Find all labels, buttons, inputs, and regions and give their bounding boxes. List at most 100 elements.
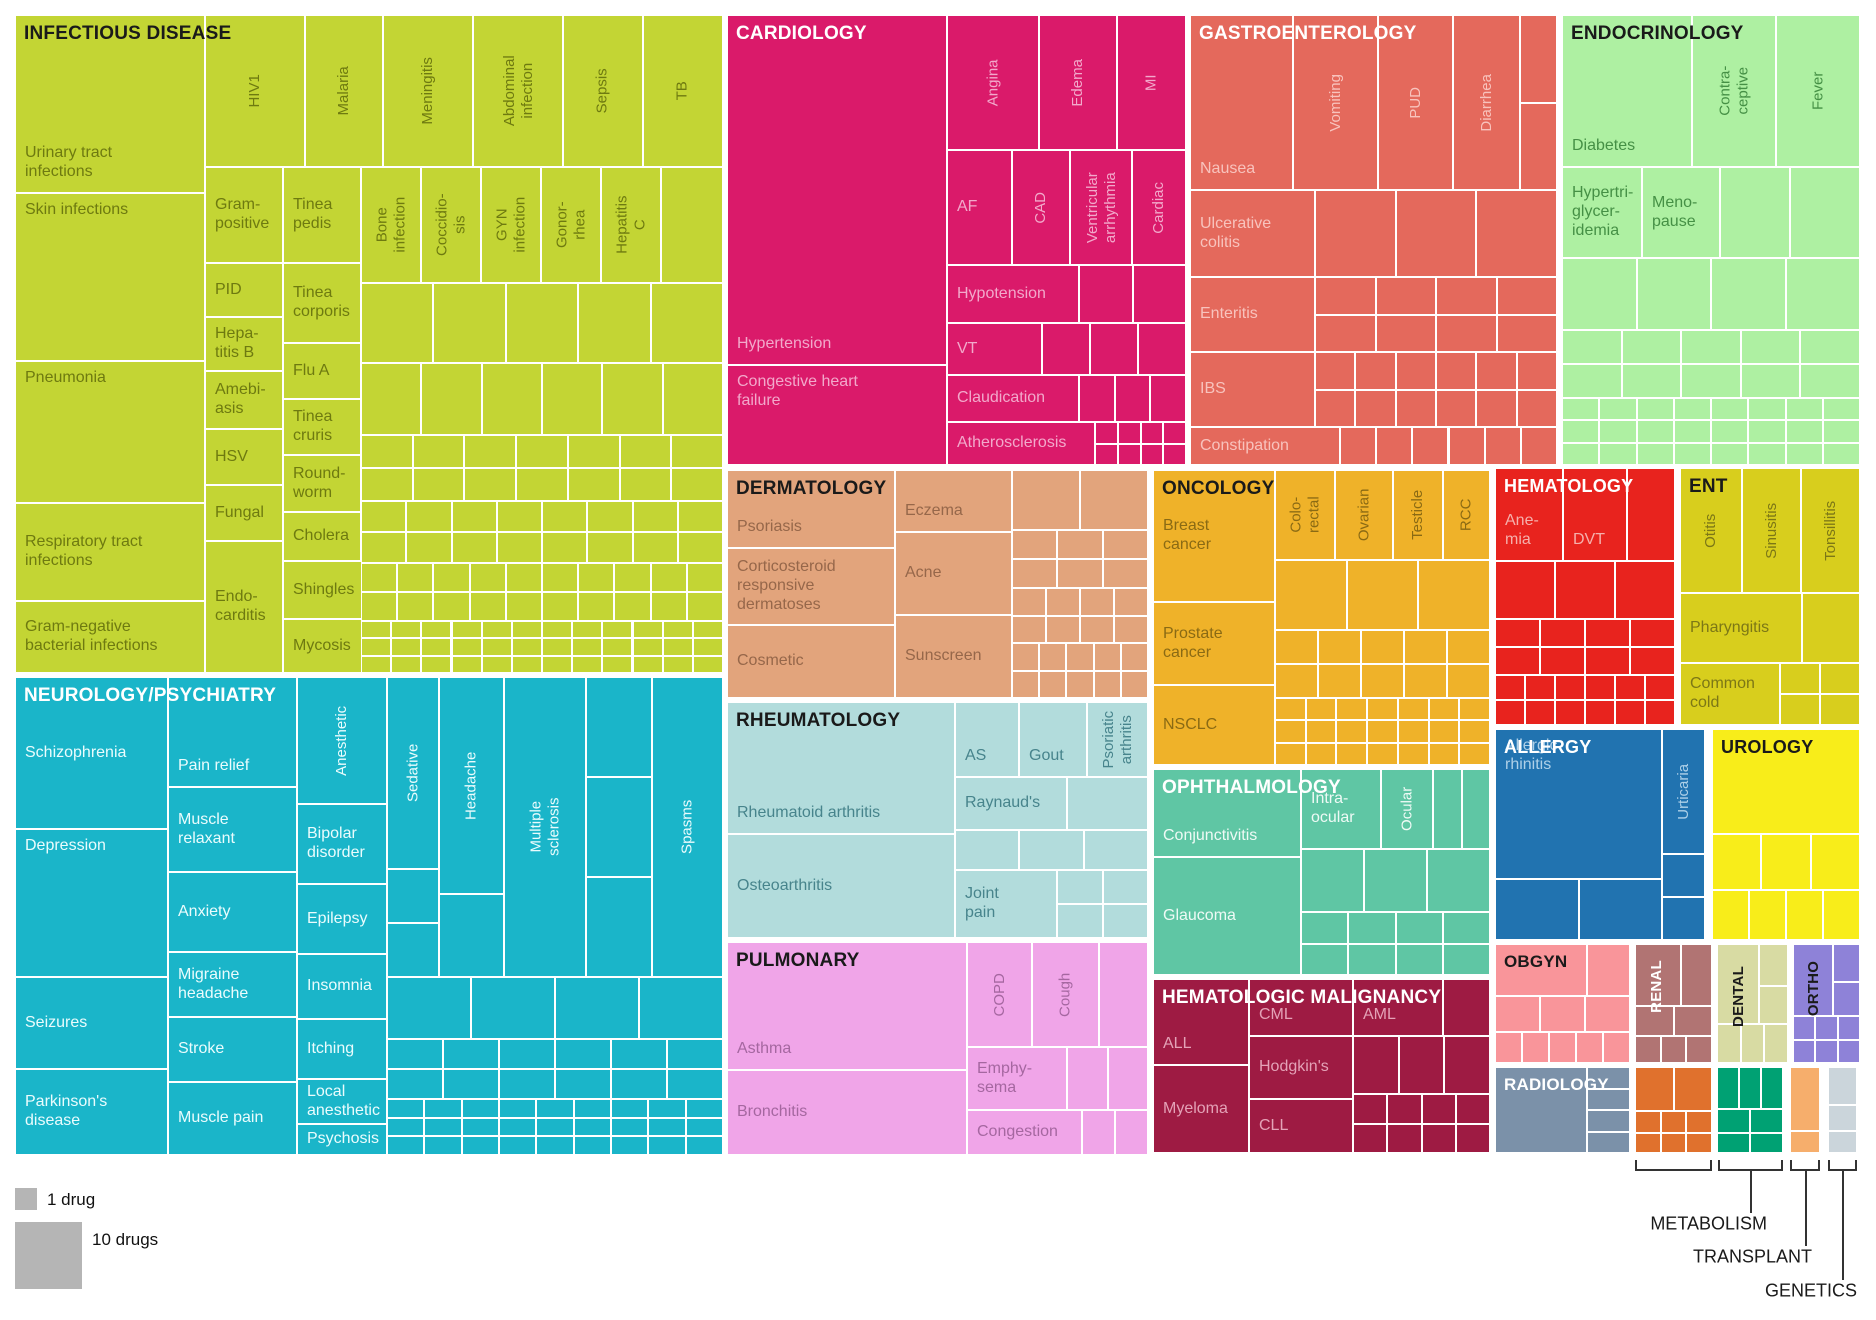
- cell-blank: [671, 468, 723, 501]
- cell-blank: [1780, 694, 1820, 725]
- cell-blank: [1585, 700, 1615, 725]
- cell-label: CLL: [1259, 1116, 1289, 1134]
- cell-blank: [650, 563, 687, 592]
- section-title-hematologic-malignancy: HEMATOLOGIC MALIGNANCY: [1162, 987, 1442, 1008]
- cell-blank: [692, 655, 723, 673]
- cell-blank: [1336, 742, 1368, 765]
- cell-blank: [1353, 1123, 1388, 1153]
- cell-blank: [1635, 1036, 1661, 1063]
- cell-label: MI: [1142, 74, 1160, 91]
- cell-blank: [1828, 1131, 1857, 1153]
- cell-enteritis: Enteritis: [1190, 277, 1315, 352]
- cell-copd: COPD: [967, 942, 1032, 1047]
- cell-blank: [1039, 643, 1067, 671]
- cell-blank: [1080, 588, 1114, 616]
- cell-blank: [1793, 944, 1833, 1016]
- cell-label: Diabetes: [1572, 137, 1636, 155]
- cell-blank: [1785, 398, 1823, 421]
- cell-label: Intra- ocular: [1311, 790, 1355, 826]
- cell-blank: [391, 621, 422, 639]
- cell-blank: [499, 1039, 555, 1069]
- cell-blank: [1395, 352, 1436, 390]
- cell-blank: [611, 1069, 667, 1099]
- cell-blank: [1790, 1067, 1820, 1131]
- cell-blank: [1785, 442, 1823, 465]
- cell-label: DVT: [1573, 531, 1605, 549]
- cell-blank: [1057, 530, 1103, 559]
- annotation-genetics: GENETICS: [1764, 1280, 1857, 1301]
- cell-parkinson-s-disease: Parkinson's disease: [15, 1069, 168, 1155]
- cell-label: Tonsillitis: [1821, 500, 1839, 561]
- cell-label: Claudication: [957, 389, 1046, 407]
- cell-blank: [1823, 890, 1860, 940]
- cell-atherosclerosis: Atherosclerosis: [947, 422, 1095, 465]
- annotation-bracket: [1790, 1160, 1820, 1171]
- cell-blank: [692, 621, 723, 639]
- cell-pneumonia: Pneumonia: [15, 361, 205, 503]
- cell-blank: [1318, 630, 1361, 664]
- cell-blank: [602, 621, 633, 639]
- cell-label: Atherosclerosis: [957, 434, 1067, 452]
- cell-blank: [1102, 559, 1148, 588]
- cell-epilepsy: Epilepsy: [297, 884, 387, 954]
- cell-blank: [536, 1136, 574, 1155]
- cell-blank: [361, 592, 398, 621]
- cell-label: Diarrhea: [1477, 73, 1495, 132]
- cell-vomiting: Vomiting: [1293, 15, 1378, 190]
- cell-blank: [1761, 834, 1811, 890]
- cell-blank: [1555, 675, 1585, 700]
- cell-label: Ocular: [1398, 786, 1416, 832]
- cell-blank: [1740, 1024, 1765, 1063]
- cell-blank: [1495, 1067, 1587, 1153]
- cell-label: Raynaud's: [965, 794, 1041, 812]
- cell-label: Eczema: [905, 502, 963, 520]
- cell-blank: [1046, 588, 1080, 616]
- cell-blank: [421, 621, 452, 639]
- cell-blank: [1318, 664, 1361, 698]
- cell-blank: [424, 1117, 462, 1137]
- cell-blank: [685, 1136, 723, 1155]
- cell-tinea-corporis: Tinea corporis: [283, 263, 361, 343]
- cell-raynaud-s: Raynaud's: [955, 777, 1067, 830]
- cell-blank: [433, 592, 470, 621]
- cell-label: Tinea cruris: [293, 408, 333, 444]
- cell-blank: [1630, 647, 1675, 675]
- cell-blank: [1418, 560, 1490, 630]
- cell-blank: [1748, 398, 1786, 421]
- cell-constipation: Constipation: [1190, 427, 1340, 465]
- cell-label: Joint pain: [965, 885, 999, 921]
- cell-multiple-sclerosis: Multiple sclerosis: [504, 677, 586, 977]
- cell-label: TB: [674, 81, 692, 101]
- cell-blank: [511, 621, 542, 639]
- cell-label: PUD: [1406, 86, 1424, 119]
- cell-blank: [1443, 979, 1490, 1036]
- cell-blank: [461, 1099, 499, 1118]
- cell-blank: [1140, 443, 1164, 465]
- cell-blank: [1395, 912, 1443, 944]
- cell-blank: [1828, 1105, 1857, 1131]
- section-renal: RENAL: [1635, 944, 1712, 1063]
- cell-blank: [955, 830, 1020, 870]
- cell-label: Sepsis: [594, 68, 612, 114]
- cell-blank: [1120, 670, 1148, 698]
- cell-hiv1: HIV1: [205, 15, 305, 167]
- cell-label: Itching: [307, 1039, 355, 1057]
- cell-blank: [1717, 1109, 1750, 1133]
- cell-label: Psoriasis: [737, 518, 802, 536]
- cell-blank: [1012, 588, 1046, 616]
- cell-blank: [686, 592, 723, 621]
- cell-label: Emphy- sema: [977, 1059, 1033, 1096]
- annotation-bracket: [1635, 1160, 1712, 1171]
- cell-blank: [412, 435, 465, 468]
- cell-depression: Depression: [15, 829, 168, 977]
- cell-blank: [1750, 1109, 1783, 1133]
- section-title-obgyn: OBGYN: [1504, 952, 1568, 971]
- section-neurology-psychiatry: Schizophrenia Depression Seizures Parkinson…: [15, 677, 723, 1155]
- cell-fever: Fever: [1776, 15, 1860, 167]
- cell-tonsillitis: Tonsillitis: [1801, 468, 1860, 593]
- cell-blank: [586, 877, 652, 977]
- cell-blank: [1099, 942, 1148, 1047]
- cell-all: ALL: [1153, 979, 1249, 1065]
- cell-blank: [1484, 427, 1521, 465]
